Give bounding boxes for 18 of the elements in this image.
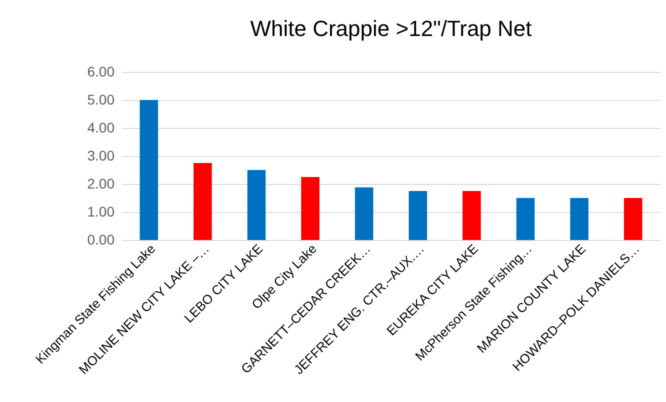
bar [354,187,374,240]
bar [516,198,535,240]
y-tick-label: 0.00 [87,232,115,248]
y-tick-label: 4.00 [87,120,115,136]
bar [462,191,481,240]
chart-title: White Crappie >12"/Trap Net [250,16,532,41]
bar [140,100,158,240]
y-tick-label: 6.00 [87,64,115,80]
bar [194,163,212,240]
bar [247,170,266,240]
y-tick-label: 1.00 [87,204,115,220]
bar [408,191,428,240]
y-tick-label: 2.00 [87,176,115,192]
y-tick-label: 3.00 [87,148,115,164]
bar [301,177,320,240]
y-tick-label: 5.00 [87,92,115,108]
bar [570,198,588,240]
bar [624,198,642,240]
